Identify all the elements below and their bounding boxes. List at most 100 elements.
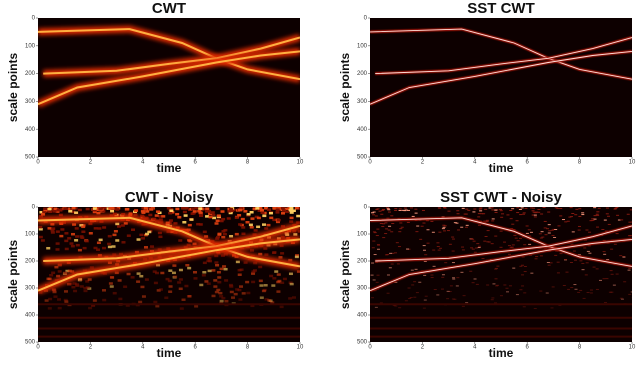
noise-speck — [495, 285, 499, 287]
noise-speck — [381, 226, 385, 228]
noise-speck — [379, 302, 383, 304]
noise-speck — [475, 283, 479, 285]
noise-speck — [280, 252, 285, 255]
noise-speck — [79, 235, 84, 238]
noise-speck — [229, 207, 234, 211]
noise-speck — [481, 258, 485, 260]
noise-speck — [531, 214, 535, 216]
noise-speck — [193, 277, 198, 280]
noise-speck — [219, 219, 224, 223]
noise-speck — [216, 214, 221, 217]
noise-speck — [491, 220, 495, 222]
noise-speck — [509, 246, 513, 248]
noise-speck — [79, 285, 84, 288]
noise-speck — [627, 235, 631, 237]
y-tick-label: 100 — [357, 43, 368, 49]
noise-speck — [530, 272, 534, 274]
noise-speck — [284, 232, 289, 235]
noise-speck — [172, 264, 177, 267]
noise-speck — [372, 240, 376, 242]
noise-speck — [482, 213, 486, 215]
noise-speck — [63, 271, 68, 275]
noise-speck — [522, 212, 526, 214]
noise-speck — [423, 274, 427, 276]
noise-speck — [467, 209, 471, 211]
y-tick-label: 200 — [357, 259, 368, 265]
noise-speck — [570, 287, 574, 289]
noise-speck — [156, 289, 161, 292]
noise-speck — [444, 262, 448, 264]
noise-speck — [114, 271, 119, 275]
noise-speck — [279, 244, 284, 248]
noise-speck — [518, 237, 522, 239]
noise-speck — [485, 220, 489, 222]
noise-speck — [190, 212, 195, 215]
noise-speck — [389, 252, 393, 254]
noise-speck — [550, 229, 554, 231]
noise-speck — [197, 209, 202, 213]
noise-speck — [259, 209, 264, 212]
noise-speck — [410, 207, 414, 209]
noise-speck — [120, 224, 125, 227]
noise-speck — [134, 209, 139, 212]
noise-speck — [391, 252, 395, 254]
chart-title: CWT — [152, 0, 186, 17]
noise-speck — [205, 210, 210, 213]
noise-speck — [272, 277, 277, 280]
x-tick-label: 8 — [578, 345, 582, 351]
noise-speck — [207, 269, 212, 273]
noise-speck — [285, 233, 290, 237]
noise-speck — [56, 208, 61, 212]
noise-speck — [477, 216, 481, 218]
noise-speck — [426, 229, 430, 231]
noise-speck — [394, 208, 398, 210]
noise-speck — [74, 227, 79, 230]
noise-speck — [72, 282, 77, 285]
noise-speck — [551, 286, 555, 288]
noise-speck — [284, 207, 289, 211]
noise-speck — [164, 296, 169, 300]
x-tick-label: 4 — [473, 345, 477, 351]
noise-speck — [243, 261, 248, 264]
noise-speck — [415, 292, 419, 294]
noise-speck — [448, 291, 452, 293]
noise-speck — [215, 235, 220, 239]
noise-speck — [102, 226, 107, 229]
noise-speck — [523, 265, 527, 267]
noise-speck — [547, 232, 551, 234]
noise-speck — [432, 265, 436, 267]
noise-speck — [525, 232, 529, 234]
noise-speck — [96, 211, 101, 215]
noise-speck — [39, 214, 44, 218]
noise-speck — [465, 224, 469, 226]
noise-speck — [246, 291, 251, 295]
noise-speck — [252, 207, 257, 211]
noise-speck — [156, 263, 161, 267]
noise-speck — [48, 297, 53, 301]
noise-speck — [276, 290, 281, 293]
noise-speck — [67, 237, 72, 240]
noise-speck — [71, 210, 76, 214]
noise-speck — [626, 213, 630, 215]
noise-speck — [447, 210, 451, 212]
noise-speck — [214, 261, 219, 264]
noise-speck — [214, 290, 219, 294]
noise-speck — [374, 306, 378, 308]
noise-speck — [499, 246, 503, 248]
noise-speck — [589, 289, 593, 291]
noise-speck — [547, 211, 551, 213]
noise-speck — [145, 232, 150, 236]
noise-speck — [173, 275, 178, 278]
noise-speck — [585, 229, 589, 231]
noise-speck — [376, 208, 380, 210]
noise-speck — [441, 274, 445, 276]
noise-speck — [64, 239, 69, 243]
noise-speck — [109, 285, 114, 288]
noise-speck — [198, 211, 203, 214]
noise-speck — [615, 273, 619, 275]
noise-speck — [115, 222, 120, 226]
noise-speck — [602, 239, 606, 241]
noise-speck — [518, 208, 522, 210]
noise-speck — [75, 243, 80, 247]
